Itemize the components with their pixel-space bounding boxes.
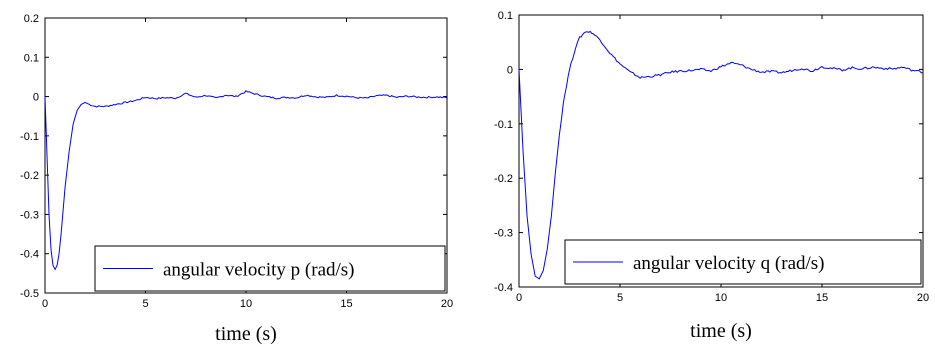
x-axis-label-q: time (s) [690, 320, 752, 342]
y-tick-label: 0 [33, 92, 39, 104]
x-axis-label-p: time (s) [215, 323, 277, 345]
y-tick-label: -0.2 [494, 173, 513, 185]
x-tick-label: 15 [340, 298, 352, 310]
y-tick-label: -0.4 [494, 282, 513, 294]
x-tick-label: 20 [917, 292, 929, 304]
chart-panel-q: -0.4 -0.3 -0.2 -0.1 0 0.1 0 5 10 15 20 angular ve… [494, 10, 929, 342]
x-tick-label: 10 [240, 298, 252, 310]
legend-q: angular velocity q (rad/s) [564, 239, 922, 285]
legend-label-p: angular velocity p (rad/s) [163, 260, 355, 281]
x-tick-label: 10 [715, 292, 727, 304]
y-axis-q: -0.4 -0.3 -0.2 -0.1 0 0.1 [494, 10, 923, 294]
y-tick-label: 0.1 [498, 10, 513, 22]
y-tick-label: -0.3 [20, 209, 39, 221]
y-tick-label: 0.1 [24, 52, 39, 64]
x-tick-label: 20 [441, 298, 453, 310]
series-line-q [518, 30, 924, 280]
y-tick-label: -0.1 [20, 131, 39, 143]
y-tick-label: -0.2 [20, 170, 39, 182]
chart-panel-p: -0.5 -0.4 -0.3 -0.2 -0.1 0 0.1 0.2 0 5 10 15 20 ang… [20, 13, 453, 345]
y-axis-p: -0.5 -0.4 -0.3 -0.2 -0.1 0 0.1 0.2 [20, 13, 447, 300]
x-tick-label: 5 [142, 298, 148, 310]
legend-box-p [94, 245, 446, 292]
y-tick-label: 0 [507, 64, 513, 76]
legend-box-q [564, 239, 922, 285]
y-tick-label: -0.4 [20, 249, 39, 261]
y-tick-label: -0.3 [494, 228, 513, 240]
y-tick-label: 0.2 [24, 13, 39, 25]
legend-label-q: angular velocity q (rad/s) [633, 253, 825, 274]
series-line-p [44, 89, 448, 271]
x-tick-label: 0 [516, 292, 522, 304]
legend-p: angular velocity p (rad/s) [94, 245, 446, 292]
x-tick-label: 5 [617, 292, 623, 304]
x-tick-label: 15 [816, 292, 828, 304]
y-tick-label: -0.1 [494, 119, 513, 131]
x-axis-q: 0 5 10 15 20 [516, 15, 929, 304]
x-tick-label: 0 [42, 298, 48, 310]
y-tick-label: -0.5 [20, 288, 39, 300]
